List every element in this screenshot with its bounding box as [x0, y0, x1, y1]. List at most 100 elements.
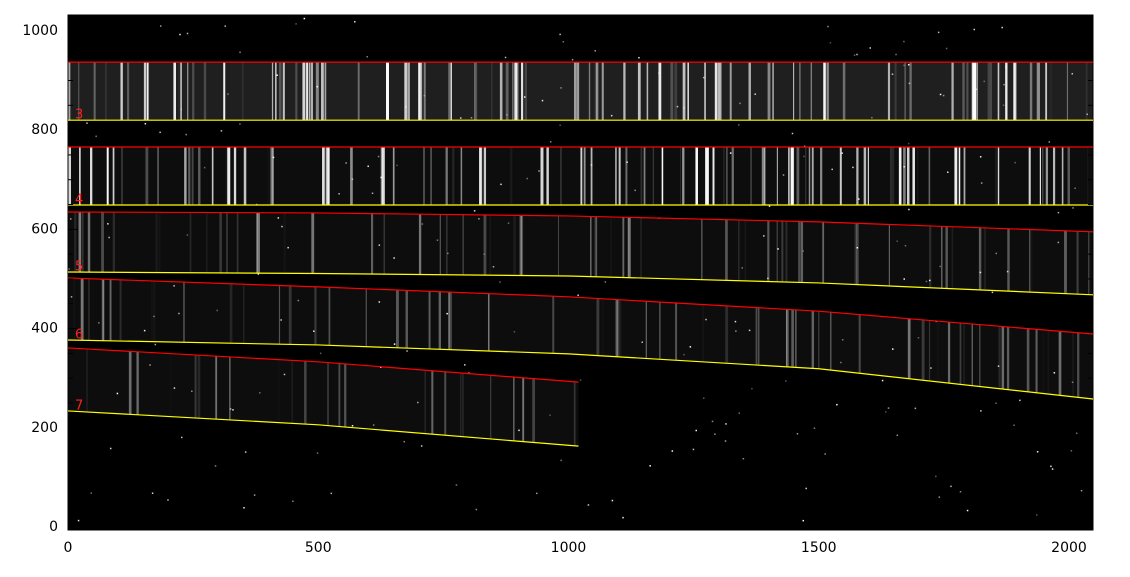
noise-pixel	[892, 348, 894, 350]
noise-pixel	[377, 155, 380, 158]
noise-pixel	[950, 485, 952, 488]
noise-pixel	[604, 281, 607, 283]
order-label: 4	[75, 193, 83, 208]
noise-pixel	[159, 131, 161, 134]
noise-pixel	[579, 379, 582, 381]
noise-pixel	[871, 116, 873, 119]
noise-pixel	[782, 174, 785, 176]
noise-pixel	[702, 397, 705, 399]
noise-pixel	[802, 519, 805, 522]
noise-pixel	[676, 105, 679, 108]
noise-pixel	[903, 278, 905, 280]
noise-pixel	[244, 451, 247, 453]
noise-pixel	[513, 331, 516, 333]
noise-pixel	[144, 122, 147, 125]
noise-pixel	[281, 225, 283, 228]
noise-pixel	[767, 277, 769, 280]
noise-pixel	[827, 25, 829, 28]
noise-pixel	[220, 130, 223, 132]
noise-pixel	[887, 407, 890, 409]
noise-pixel	[1003, 83, 1005, 86]
noise-pixel	[841, 339, 844, 341]
noise-pixel	[239, 123, 241, 125]
noise-pixel	[785, 380, 787, 382]
noise-pixel	[724, 440, 727, 442]
noise-pixel	[421, 223, 424, 225]
noise-pixel	[492, 266, 495, 268]
noise-pixel	[945, 47, 948, 50]
noise-pixel	[824, 453, 826, 455]
noise-pixel	[925, 280, 928, 283]
order-label: 6	[75, 327, 83, 342]
noise-pixel	[802, 250, 804, 252]
noise-pixel	[403, 440, 406, 443]
noise-pixel	[232, 409, 234, 411]
noise-pixel	[90, 492, 92, 494]
y-tick-label: 1000	[22, 23, 58, 39]
noise-pixel	[1050, 465, 1052, 468]
noise-pixel	[622, 516, 624, 519]
noise-pixel	[711, 420, 714, 423]
noise-pixel	[143, 329, 146, 332]
noise-pixel	[372, 424, 375, 426]
noise-pixel	[116, 392, 119, 395]
noise-pixel	[229, 408, 232, 410]
noise-pixel	[939, 265, 941, 268]
noise-pixel	[354, 20, 356, 23]
noise-pixel	[841, 152, 843, 154]
noise-pixel	[504, 56, 507, 59]
noise-pixel	[107, 223, 109, 225]
noise-pixel	[803, 145, 806, 148]
noise-pixel	[86, 122, 88, 124]
noise-pixel	[852, 166, 854, 169]
noise-pixel	[239, 51, 241, 54]
y-tick-label: 400	[31, 321, 58, 337]
noise-pixel	[763, 235, 765, 237]
noise-pixel	[725, 423, 727, 425]
order-label: 5	[75, 260, 83, 275]
noise-pixel	[154, 343, 157, 346]
x-tick-label: 500	[305, 540, 332, 556]
noise-pixel	[316, 452, 319, 454]
noise-pixel	[541, 99, 544, 102]
noise-pixel	[895, 53, 897, 56]
noise-pixel	[526, 177, 528, 180]
noise-pixel	[405, 106, 407, 108]
noise-pixel	[478, 218, 480, 220]
noise-pixel	[907, 64, 910, 66]
noise-pixel	[303, 17, 306, 20]
noise-pixel	[538, 170, 540, 172]
noise-pixel	[935, 475, 937, 478]
noise-pixel	[178, 312, 180, 315]
noise-pixel	[891, 73, 894, 76]
noise-pixel	[682, 106, 685, 109]
noise-pixel	[1080, 489, 1083, 492]
noise-pixel	[1013, 424, 1015, 427]
noise-pixel	[571, 58, 574, 61]
noise-pixel	[316, 85, 319, 88]
noise-pixel	[995, 252, 998, 255]
noise-pixel	[908, 208, 910, 211]
noise-pixel	[947, 171, 949, 173]
noise-pixel	[1036, 514, 1038, 516]
noise-pixel	[276, 74, 278, 76]
noise-pixel	[371, 192, 374, 195]
noise-pixel	[796, 433, 799, 435]
noise-pixel	[499, 281, 501, 283]
noise-pixel	[186, 32, 189, 35]
noise-pixel	[1071, 381, 1074, 384]
noise-pixel	[966, 509, 969, 512]
noise-pixel	[959, 491, 962, 493]
noise-pixel	[159, 25, 162, 27]
noise-pixel	[1086, 113, 1088, 116]
noise-pixel	[180, 436, 183, 439]
x-tick-label: 2000	[1051, 540, 1087, 556]
noise-pixel	[689, 346, 692, 348]
x-tick-label: 1500	[801, 540, 837, 556]
noise-pixel	[1057, 241, 1060, 244]
noise-pixel	[983, 80, 986, 83]
noise-pixel	[991, 291, 994, 294]
x-tick-label: 1000	[551, 540, 587, 556]
noise-pixel	[420, 445, 423, 447]
